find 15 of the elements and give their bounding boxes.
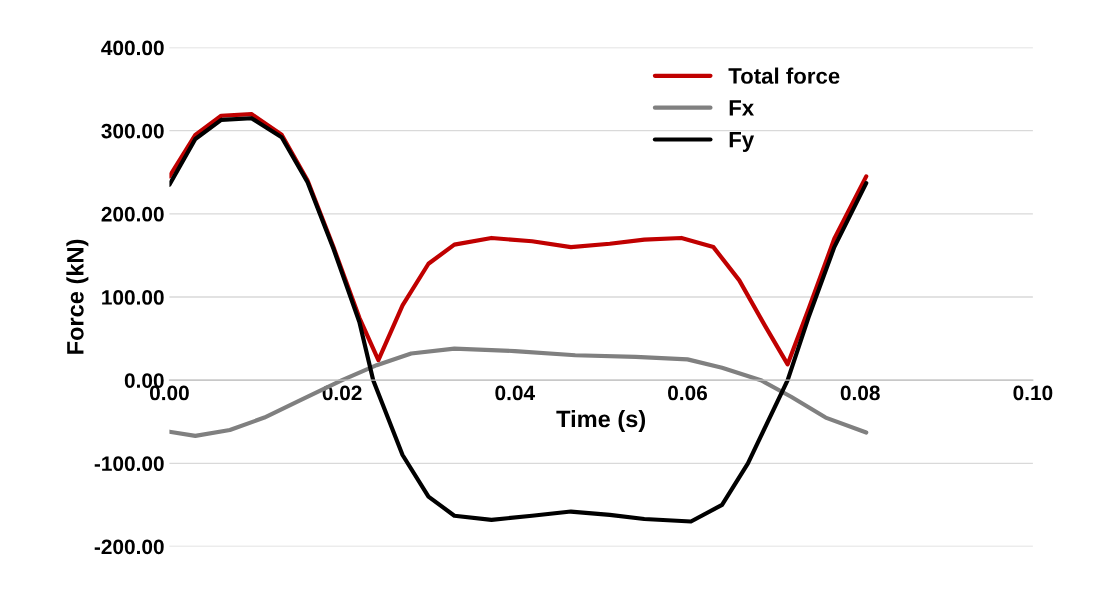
x-tick-label: 0.06 bbox=[668, 385, 708, 401]
x-tick-label: 0.10 bbox=[1013, 385, 1053, 401]
legend-label: Fx bbox=[729, 100, 755, 116]
x-tick-label: 0.04 bbox=[495, 385, 535, 401]
y-tick-label: 400.00 bbox=[101, 40, 164, 56]
x-tick-label: 0.08 bbox=[840, 385, 880, 401]
legend-label: Total force bbox=[728, 67, 840, 84]
y-tick-label: -200.00 bbox=[94, 539, 164, 555]
y-axis-title: Force (kN) bbox=[66, 239, 89, 354]
y-tick-label: 300.00 bbox=[101, 123, 164, 139]
y-tick-label: -100.00 bbox=[94, 456, 164, 472]
legend-label: Fy bbox=[729, 131, 755, 152]
y-tick-label: 200.00 bbox=[101, 206, 164, 222]
x-axis-title: Time (s) bbox=[556, 410, 646, 433]
y-tick-label: 100.00 bbox=[102, 290, 164, 305]
